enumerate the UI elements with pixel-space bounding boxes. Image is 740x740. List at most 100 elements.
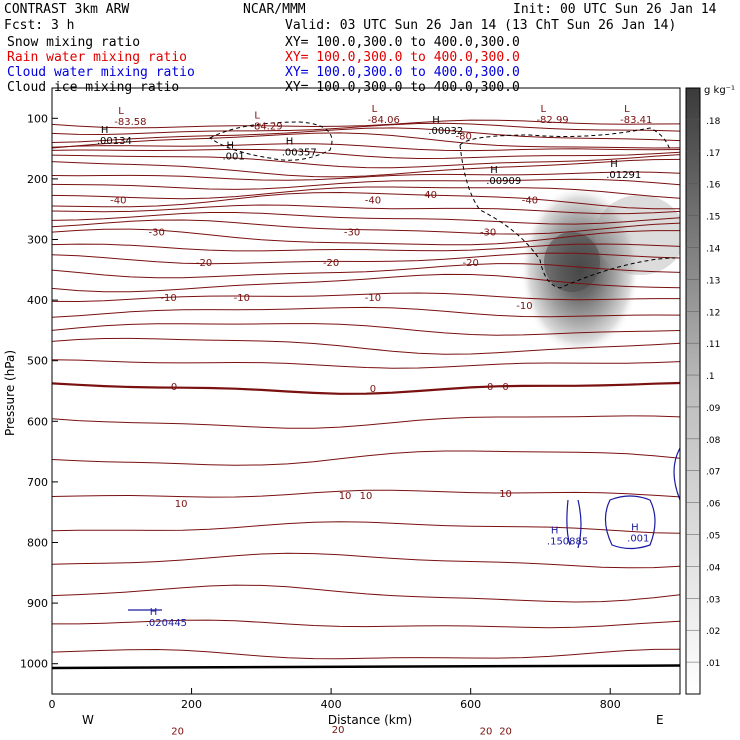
- y-tick-label: 900: [27, 597, 48, 610]
- temperature-line: [52, 489, 680, 498]
- colorbar-label: .18: [706, 117, 721, 127]
- cloud-water-contour-1: [566, 499, 582, 549]
- temperature-label: -10: [365, 293, 381, 304]
- cloud-ice-contour-upper: [209, 121, 333, 161]
- extremum-value: .00134: [97, 136, 132, 147]
- colorbar-label: .04: [706, 563, 721, 573]
- temperature-label: -40: [522, 196, 538, 207]
- temperature-label: 20: [171, 726, 184, 737]
- extremum-value: .150885: [547, 536, 588, 547]
- temperature-line: [52, 119, 680, 129]
- extremum-value: -83.58: [114, 117, 146, 128]
- extremum-value: -84.06: [368, 115, 400, 126]
- temperature-label: -80: [456, 131, 472, 142]
- extremum-marker: H: [490, 165, 498, 176]
- colorbar-label: .02: [706, 627, 720, 637]
- temperature-line: [52, 228, 680, 246]
- x-tick-label: 600: [460, 698, 481, 711]
- temperature-label: -30: [148, 228, 164, 239]
- colorbar-label: .16: [706, 181, 721, 191]
- cloud-ice-contour: [459, 127, 676, 289]
- extremum-marker: H: [610, 159, 618, 170]
- temperature-line: [52, 381, 680, 395]
- extremum-value: .00032: [428, 126, 463, 137]
- extremum-marker: L: [372, 104, 378, 115]
- extremum-marker: H: [150, 607, 158, 618]
- field-snow-name: Snow mixing ratio: [7, 35, 141, 50]
- ground-line: [52, 664, 680, 670]
- colorbar-label: .13: [706, 276, 720, 286]
- temperature-line: [52, 619, 680, 629]
- temperature-label: -40: [110, 196, 126, 207]
- y-axis: 100 200 300 400 500 600 700 800 900 1000: [20, 112, 58, 671]
- snow-shading-right: [595, 195, 680, 275]
- temperature-contours: [52, 119, 680, 670]
- colorbar-label: .03: [706, 595, 720, 605]
- colorbar-label: .09: [706, 404, 721, 414]
- colorbar-label: .17: [706, 149, 720, 159]
- y-tick-label: 400: [27, 294, 48, 307]
- temperature-label: 10: [499, 489, 512, 500]
- temperature-label: 0: [370, 384, 376, 395]
- y-tick-label: 300: [27, 234, 48, 247]
- x-tick-label: 200: [181, 698, 202, 711]
- temperature-label: 10: [339, 491, 352, 502]
- x-tick-label: 800: [600, 698, 621, 711]
- temperature-line: [52, 178, 680, 190]
- temperature-label: 0: [487, 382, 493, 393]
- extremum-value: -82.99: [536, 115, 568, 126]
- temperature-label: 0: [502, 382, 508, 393]
- cloud-water-contour-2: [604, 495, 656, 550]
- field-rain-xy: XY= 100.0,300.0 to 400.0,300.0: [285, 50, 520, 65]
- extremum-value: .01291: [606, 170, 641, 181]
- temperature-label: -40: [421, 190, 437, 201]
- y-tick-label: 600: [27, 415, 48, 428]
- temperature-label: 20: [499, 726, 512, 737]
- extremum-marker: H: [551, 525, 559, 536]
- temperature-line: [52, 273, 680, 293]
- west-label: W: [82, 713, 94, 727]
- temperature-label: 20: [480, 726, 493, 737]
- temperature-line: [52, 263, 680, 279]
- temperature-line: [52, 154, 680, 169]
- temperature-line: [52, 521, 680, 534]
- temperature-label: 0: [171, 382, 177, 393]
- extremum-marker: L: [118, 106, 124, 117]
- colorbar: .01 .02 .03 .04 .05 .06 .07 .08 .09 .1 .11 .12 .13 .1…: [685, 85, 735, 695]
- temperature-label: -30: [344, 228, 360, 239]
- y-tick-label: 200: [27, 173, 48, 186]
- temperature-label: -20: [462, 258, 478, 269]
- y-axis-title: Pressure (hPa): [3, 350, 17, 436]
- y-tick-label: 800: [27, 537, 48, 550]
- temperature-line: [52, 186, 680, 200]
- temperature-label: -20: [196, 258, 212, 269]
- extremum-marker: H: [286, 136, 294, 147]
- temperature-line: [52, 252, 680, 265]
- temperature-label: -20: [323, 258, 339, 269]
- y-tick-label: 1000: [20, 658, 48, 671]
- colorbar-label: .14: [706, 244, 721, 254]
- temperature-label: -40: [365, 196, 381, 207]
- x-tick-label: 0: [49, 698, 56, 711]
- temperature-label: -30: [480, 228, 496, 239]
- temperature-line: [52, 337, 680, 355]
- temperature-line: [52, 292, 680, 303]
- extremum-value: -83.41: [620, 115, 652, 126]
- x-tick-label: 400: [321, 698, 342, 711]
- temperature-line: [52, 359, 680, 369]
- colorbar-unit: g kg⁻¹: [704, 85, 735, 96]
- extremum-marker: L: [540, 104, 546, 115]
- extremum-value: -84.29: [250, 121, 282, 132]
- extremum-value: .020445: [146, 618, 187, 629]
- x-axis-title: Distance (km): [328, 713, 412, 727]
- field-cloud-water-xy: XY= 100.0,300.0 to 400.0,300.0: [285, 65, 520, 80]
- colorbar-label: .05: [706, 532, 720, 542]
- center-name: NCAR/MMM: [243, 2, 306, 17]
- temperature-line: [52, 648, 680, 660]
- colorbar-label: .11: [706, 340, 720, 350]
- colorbar-label: .15: [706, 213, 720, 223]
- extremum-marker: L: [624, 104, 630, 115]
- temperature-label: -10: [234, 293, 250, 304]
- temperature-line: [52, 552, 680, 569]
- extremum-marker: H: [101, 125, 109, 136]
